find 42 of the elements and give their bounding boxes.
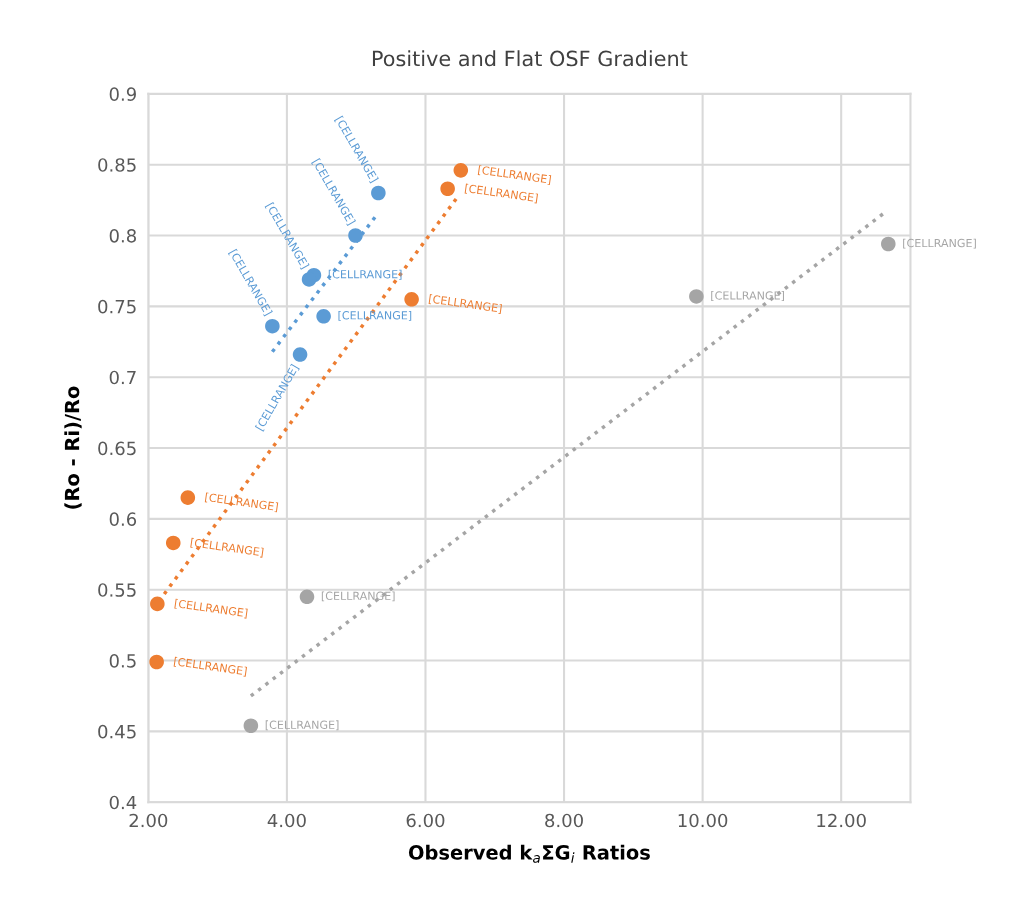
point [265,318,280,334]
x-tick-label: 2.00 [129,813,168,828]
x-tick-label: 10.00 [678,813,728,828]
x-tick-label: 6.00 [406,813,445,828]
point [440,181,455,197]
y-tick-label: 0.4 [109,795,137,810]
y-axis-title: (Ro - Ri)/Ro [64,386,82,509]
y-tick-label: 0.85 [98,158,136,172]
y-tick-label: 0.45 [98,724,136,739]
x-axis-title: Observed k$_{a}$ΣG$_{i}$ Ratios [408,844,650,863]
data-label: [CELLRANGE] [265,720,339,731]
x-tick-label: 4.00 [267,813,306,828]
y-tick-label: 0.8 [109,228,136,243]
point [165,535,181,551]
point [881,236,896,252]
point [150,596,165,612]
point [301,272,317,287]
point [371,185,386,201]
data-label: [CELLRANGE] [338,310,412,321]
y-tick-label: 0.5 [109,654,136,668]
y-tick-label: 0.9 [109,87,136,101]
y-tick-label: 0.7 [109,370,136,385]
data-label: [CELLRANGE] [711,291,784,301]
y-tick-label: 0.6 [109,512,137,526]
point [292,347,308,362]
chart-title: Positive and Flat OSF Gradient [372,50,688,67]
data-label: [CELLRANGE] [321,591,395,602]
point [453,163,469,178]
y-tick-label: 0.55 [98,583,136,597]
data-label: [CELLRANGE] [903,238,976,249]
point [404,291,419,307]
point [243,718,259,734]
point [316,308,331,324]
x-tick-label: 8.00 [545,813,583,828]
y-tick-label: 0.65 [98,441,136,456]
point [348,228,363,243]
point [180,490,196,505]
point [149,654,164,670]
point [689,289,704,304]
point [299,589,315,605]
x-tick-label: 12.00 [817,813,866,828]
y-tick-label: 0.75 [98,299,136,314]
